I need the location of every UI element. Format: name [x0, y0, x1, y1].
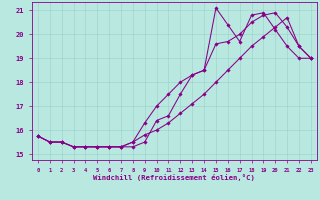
- X-axis label: Windchill (Refroidissement éolien,°C): Windchill (Refroidissement éolien,°C): [93, 174, 255, 181]
